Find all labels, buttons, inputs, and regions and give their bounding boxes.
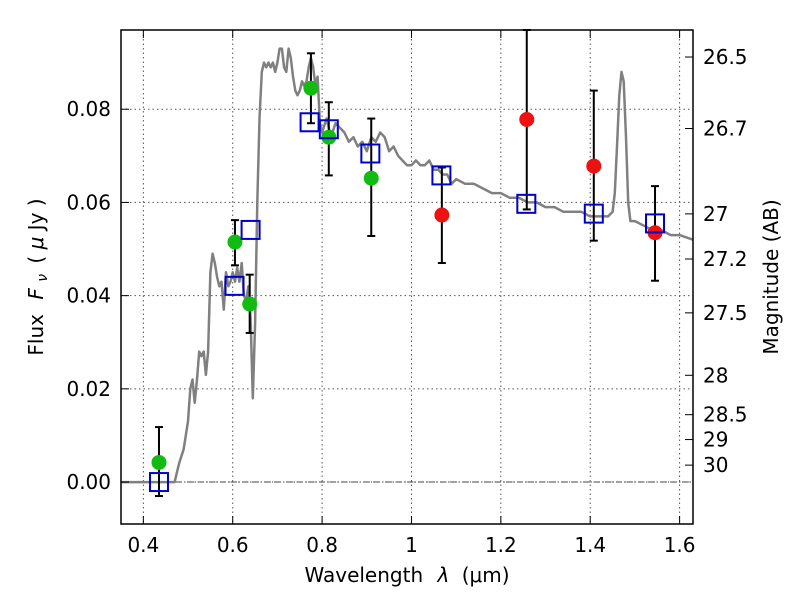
right-tick-label: 27 xyxy=(703,202,728,226)
x-tick-label: 1.4 xyxy=(574,533,606,557)
model-square-point xyxy=(318,119,339,140)
plot-frame xyxy=(120,29,694,525)
model-square-point xyxy=(431,165,452,186)
y-axis-label: Flux F ν ( μ Jy ) xyxy=(24,198,52,355)
y-tick-label: 0.02 xyxy=(66,377,111,401)
model-square-point xyxy=(299,112,320,133)
x-tick-label: 0.8 xyxy=(306,533,338,557)
green-point xyxy=(321,129,337,145)
errorbar-layer xyxy=(154,29,660,498)
y-axis-label-prefix: Flux xyxy=(24,314,48,356)
model-square-point xyxy=(224,275,245,296)
y-tick-label: 0.06 xyxy=(66,190,111,214)
x-axis-label-symbol: λ xyxy=(437,563,450,587)
x-tick-label: 1.6 xyxy=(664,533,696,557)
right-tick-label: 28.5 xyxy=(703,403,748,427)
y-tick-label: 0.08 xyxy=(66,97,111,121)
marker-layer xyxy=(148,80,666,493)
x-axis-label-unit: (μm) xyxy=(462,563,510,587)
model-square-point xyxy=(583,203,604,224)
x-tick-label: 1 xyxy=(405,533,418,557)
model-spectrum-line xyxy=(121,47,694,484)
green-point xyxy=(151,454,167,470)
y-axis-label-unit-open: ( xyxy=(24,249,48,263)
green-point xyxy=(303,80,319,96)
model-square-point xyxy=(360,143,381,164)
label-layer: Wavelength λ (μm) Flux F ν ( μ Jy ) Magn… xyxy=(24,198,783,587)
right-axis-label: Magnitude (AB) xyxy=(759,199,783,354)
right-tick-label: 26.7 xyxy=(703,117,748,141)
model-square-point xyxy=(516,193,537,214)
y-tick-label: 0.00 xyxy=(66,470,111,494)
y-axis-label-subscript: ν xyxy=(35,274,51,282)
right-tick-label: 30 xyxy=(703,453,728,477)
tick-layer: 0.4 0.6 0.8 1 1.2 1.4 1.6 0.00 0.02 0.04 0.06 0.08 2… xyxy=(66,30,748,557)
right-tick-label: 27.2 xyxy=(703,247,748,271)
grid-layer xyxy=(121,30,693,524)
model-square-point xyxy=(148,472,169,493)
y-axis-label-unit-mu: μ xyxy=(24,237,48,251)
y-axis-label-symbol: F xyxy=(24,288,48,300)
right-tick-label: 29 xyxy=(703,428,728,452)
y-axis-label-unit-rest: Jy ) xyxy=(24,198,48,232)
x-tick-label: 0.6 xyxy=(217,533,249,557)
x-tick-label: 0.4 xyxy=(127,533,159,557)
right-tick-label: 27.5 xyxy=(703,301,748,325)
red-point xyxy=(434,207,450,223)
right-tick-label: 26.5 xyxy=(703,45,748,69)
green-point xyxy=(363,170,379,186)
model-square-point xyxy=(240,219,261,240)
x-tick-label: 1.2 xyxy=(485,533,517,557)
model-square-point xyxy=(645,213,666,234)
y-tick-label: 0.04 xyxy=(66,284,111,308)
red-point xyxy=(586,158,602,174)
green-point xyxy=(227,234,243,250)
red-point xyxy=(519,111,535,127)
right-tick-label: 28 xyxy=(703,363,728,387)
model-layer xyxy=(121,47,694,484)
x-axis-label-prefix: Wavelength xyxy=(304,563,423,587)
green-point xyxy=(242,296,258,312)
x-axis-label: Wavelength λ (μm) xyxy=(304,563,509,587)
